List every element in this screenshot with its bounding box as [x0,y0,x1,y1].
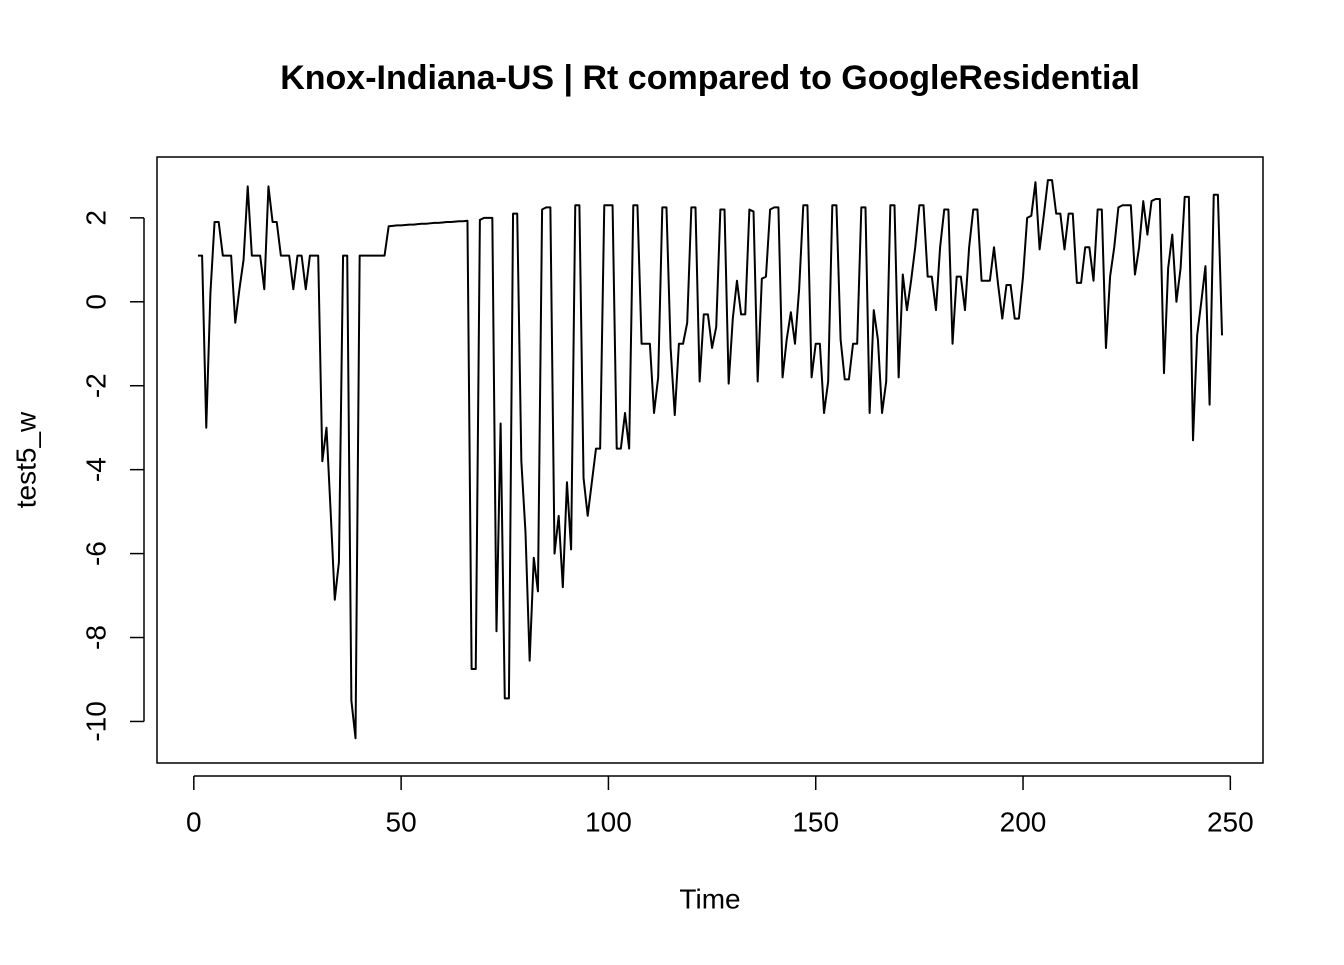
y-axis-label: test5_w [10,411,41,508]
x-tick-label: 200 [1000,806,1047,837]
y-tick-label: -10 [80,701,111,741]
y-tick-label: -8 [80,625,111,650]
x-tick-label: 0 [186,806,202,837]
y-tick-label: 0 [80,294,111,310]
y-tick-label: 2 [80,210,111,226]
data-line [197,179,1224,740]
plot-box [156,156,1264,764]
y-tick-label: -2 [80,373,111,398]
y-tick-label: -6 [80,541,111,566]
x-tick-label: 250 [1207,806,1254,837]
x-axis-label: Time [679,883,740,914]
x-tick-label: 50 [386,806,417,837]
y-tick-label: -4 [80,457,111,482]
x-tick-label: 150 [792,806,839,837]
x-tick-label: 100 [585,806,632,837]
chart-title: Knox-Indiana-US | Rt compared to GoogleR… [280,59,1140,97]
